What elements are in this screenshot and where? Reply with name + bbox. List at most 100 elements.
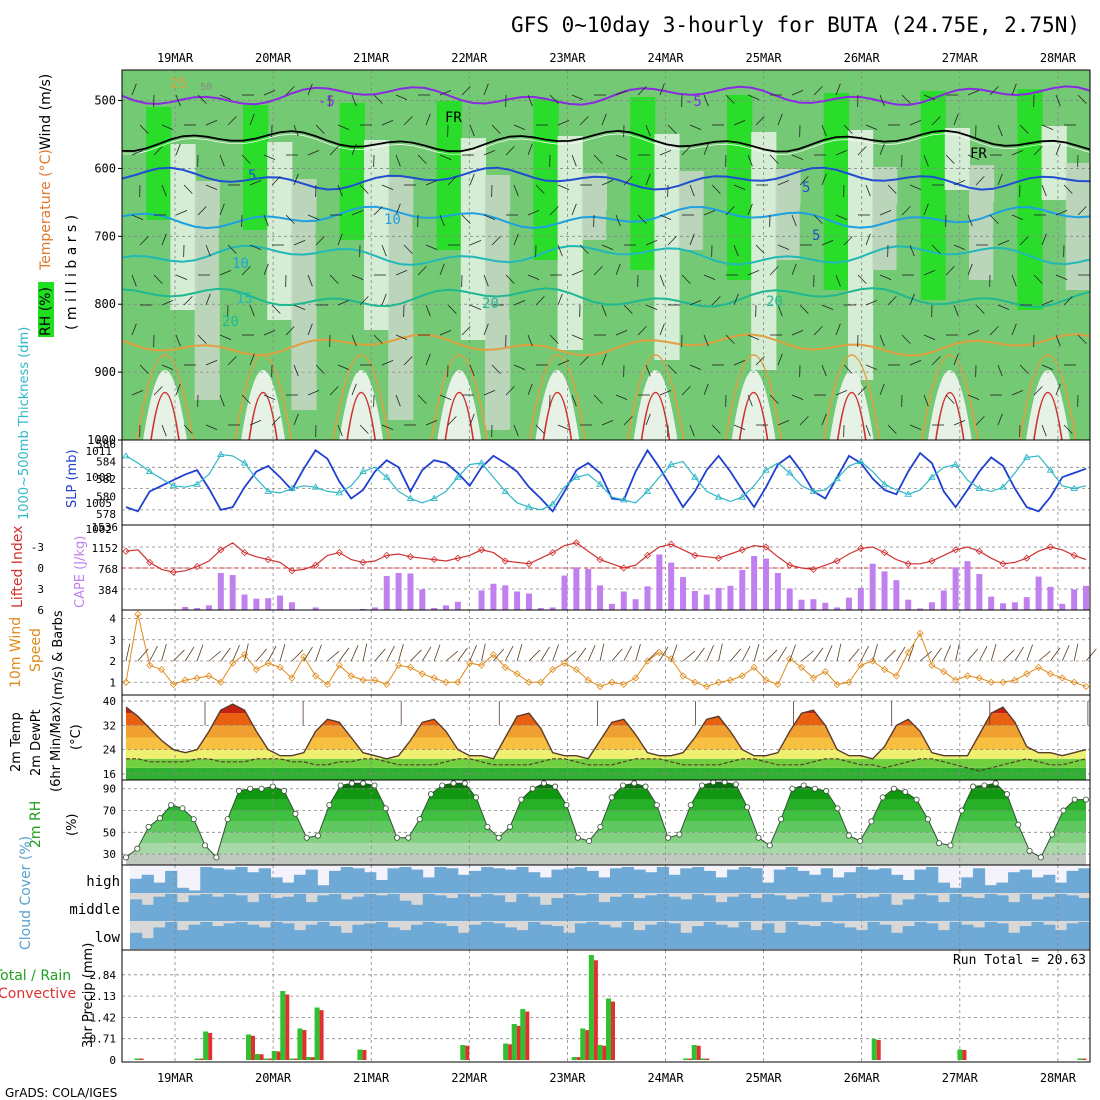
wind-speed-marker [430, 674, 438, 682]
wind-barb [835, 389, 848, 396]
wind-barb [711, 296, 721, 306]
wind-barb [433, 644, 441, 662]
cloud-low-label: low [95, 930, 121, 946]
wind-barb [571, 269, 584, 276]
cape-bar [1083, 585, 1089, 610]
wind-barb [945, 394, 955, 404]
wind-barb [791, 263, 797, 276]
wind-barb [293, 173, 299, 186]
thickness-marker [809, 487, 818, 494]
isotherm-25-contour [430, 354, 489, 441]
cape-bar [668, 562, 675, 610]
cloud-cell [598, 902, 611, 921]
wind-barb [315, 364, 325, 374]
wind-speed-marker [643, 657, 652, 665]
wind-barb [263, 263, 269, 276]
lifted-marker [928, 557, 936, 565]
wind-barb [813, 647, 824, 662]
rh-shade [218, 218, 244, 290]
cloud-cell [141, 938, 154, 949]
rh-marker [394, 834, 401, 841]
cloud-cell [200, 894, 213, 921]
cloud-cell [1008, 902, 1021, 921]
cloud-cell [656, 922, 670, 949]
wind-barb [337, 424, 343, 437]
wind-barb [857, 386, 867, 396]
rh-shade [557, 136, 583, 350]
wind-barb [483, 149, 496, 156]
wind-barb [527, 209, 540, 216]
wind-barb [703, 143, 709, 156]
contour-label: 20 [482, 296, 499, 312]
wind-speed-marker [1058, 674, 1066, 682]
cloud-cell [165, 922, 178, 949]
wind-barb [527, 143, 533, 156]
rh-marker [371, 782, 378, 789]
thickness-marker [240, 459, 249, 466]
wind-barb [535, 184, 545, 194]
wind-speed-marker [715, 678, 723, 686]
rh-marker [981, 782, 988, 789]
wind-barb [923, 203, 929, 216]
cloud-cell [492, 895, 506, 921]
wind-speed-marker [679, 672, 687, 680]
precip-total-bar [254, 1054, 260, 1060]
rh-marker [247, 785, 254, 792]
cape-bar [549, 607, 556, 610]
cloud-cell [293, 930, 307, 949]
wind-barb [799, 304, 809, 314]
cloud-cell [738, 894, 751, 921]
rh-marker [811, 785, 818, 792]
wind-barb [184, 646, 195, 662]
wind-barb [975, 304, 985, 314]
lifted-marker [525, 560, 533, 568]
cloud-cell [258, 927, 271, 949]
y-tick-label: 1000 [87, 433, 116, 447]
wind-barb [425, 179, 438, 186]
rh-band [126, 799, 1086, 811]
wind-barb [777, 244, 790, 251]
top-date-label: 20MAR [255, 51, 292, 65]
wind-barb [623, 304, 633, 314]
cape-bar [739, 569, 746, 610]
thickness-tick-label: 582 [96, 473, 116, 486]
thickness-marker [1022, 453, 1031, 460]
wind-barb [439, 89, 452, 96]
bottom-date-label: 27MAR [942, 1071, 979, 1085]
rh-marker [687, 802, 694, 809]
lifted-tick-label: 0 [37, 562, 44, 575]
wind-barb [623, 176, 633, 186]
cape-bar [502, 585, 509, 610]
wind-barb [777, 179, 790, 186]
wind-barb [219, 394, 225, 407]
precip-convective-bar [696, 1045, 701, 1060]
wind-barb [461, 214, 471, 224]
cloud-cell [832, 923, 845, 949]
cape-bar [620, 591, 627, 610]
wind-barb [1033, 146, 1043, 156]
precip-convective-bar [139, 1058, 144, 1060]
lifted-marker [122, 547, 130, 555]
cape-bar [845, 597, 852, 610]
cloud-cell [223, 869, 236, 893]
cape-bar [608, 603, 615, 610]
wind-barb [667, 236, 677, 246]
cloud-cell [247, 924, 260, 949]
wind-barb [725, 94, 735, 104]
rh-marker [360, 780, 367, 787]
rh-marker [552, 783, 559, 790]
cape-bar [253, 598, 260, 610]
wind-barb [1055, 94, 1061, 107]
temp-tick-label: 16 [103, 768, 116, 781]
cloud-cell [375, 880, 389, 893]
cloud-cell [879, 894, 892, 921]
wind-speed-marker [489, 651, 497, 659]
wind-speed-marker [880, 665, 889, 674]
rh-marker [642, 783, 649, 790]
wind-barb [967, 394, 980, 401]
wind-barb [931, 356, 941, 366]
precip-total-bar [203, 1031, 209, 1060]
cape-bar [1023, 597, 1030, 610]
cloud-cell [867, 869, 880, 893]
